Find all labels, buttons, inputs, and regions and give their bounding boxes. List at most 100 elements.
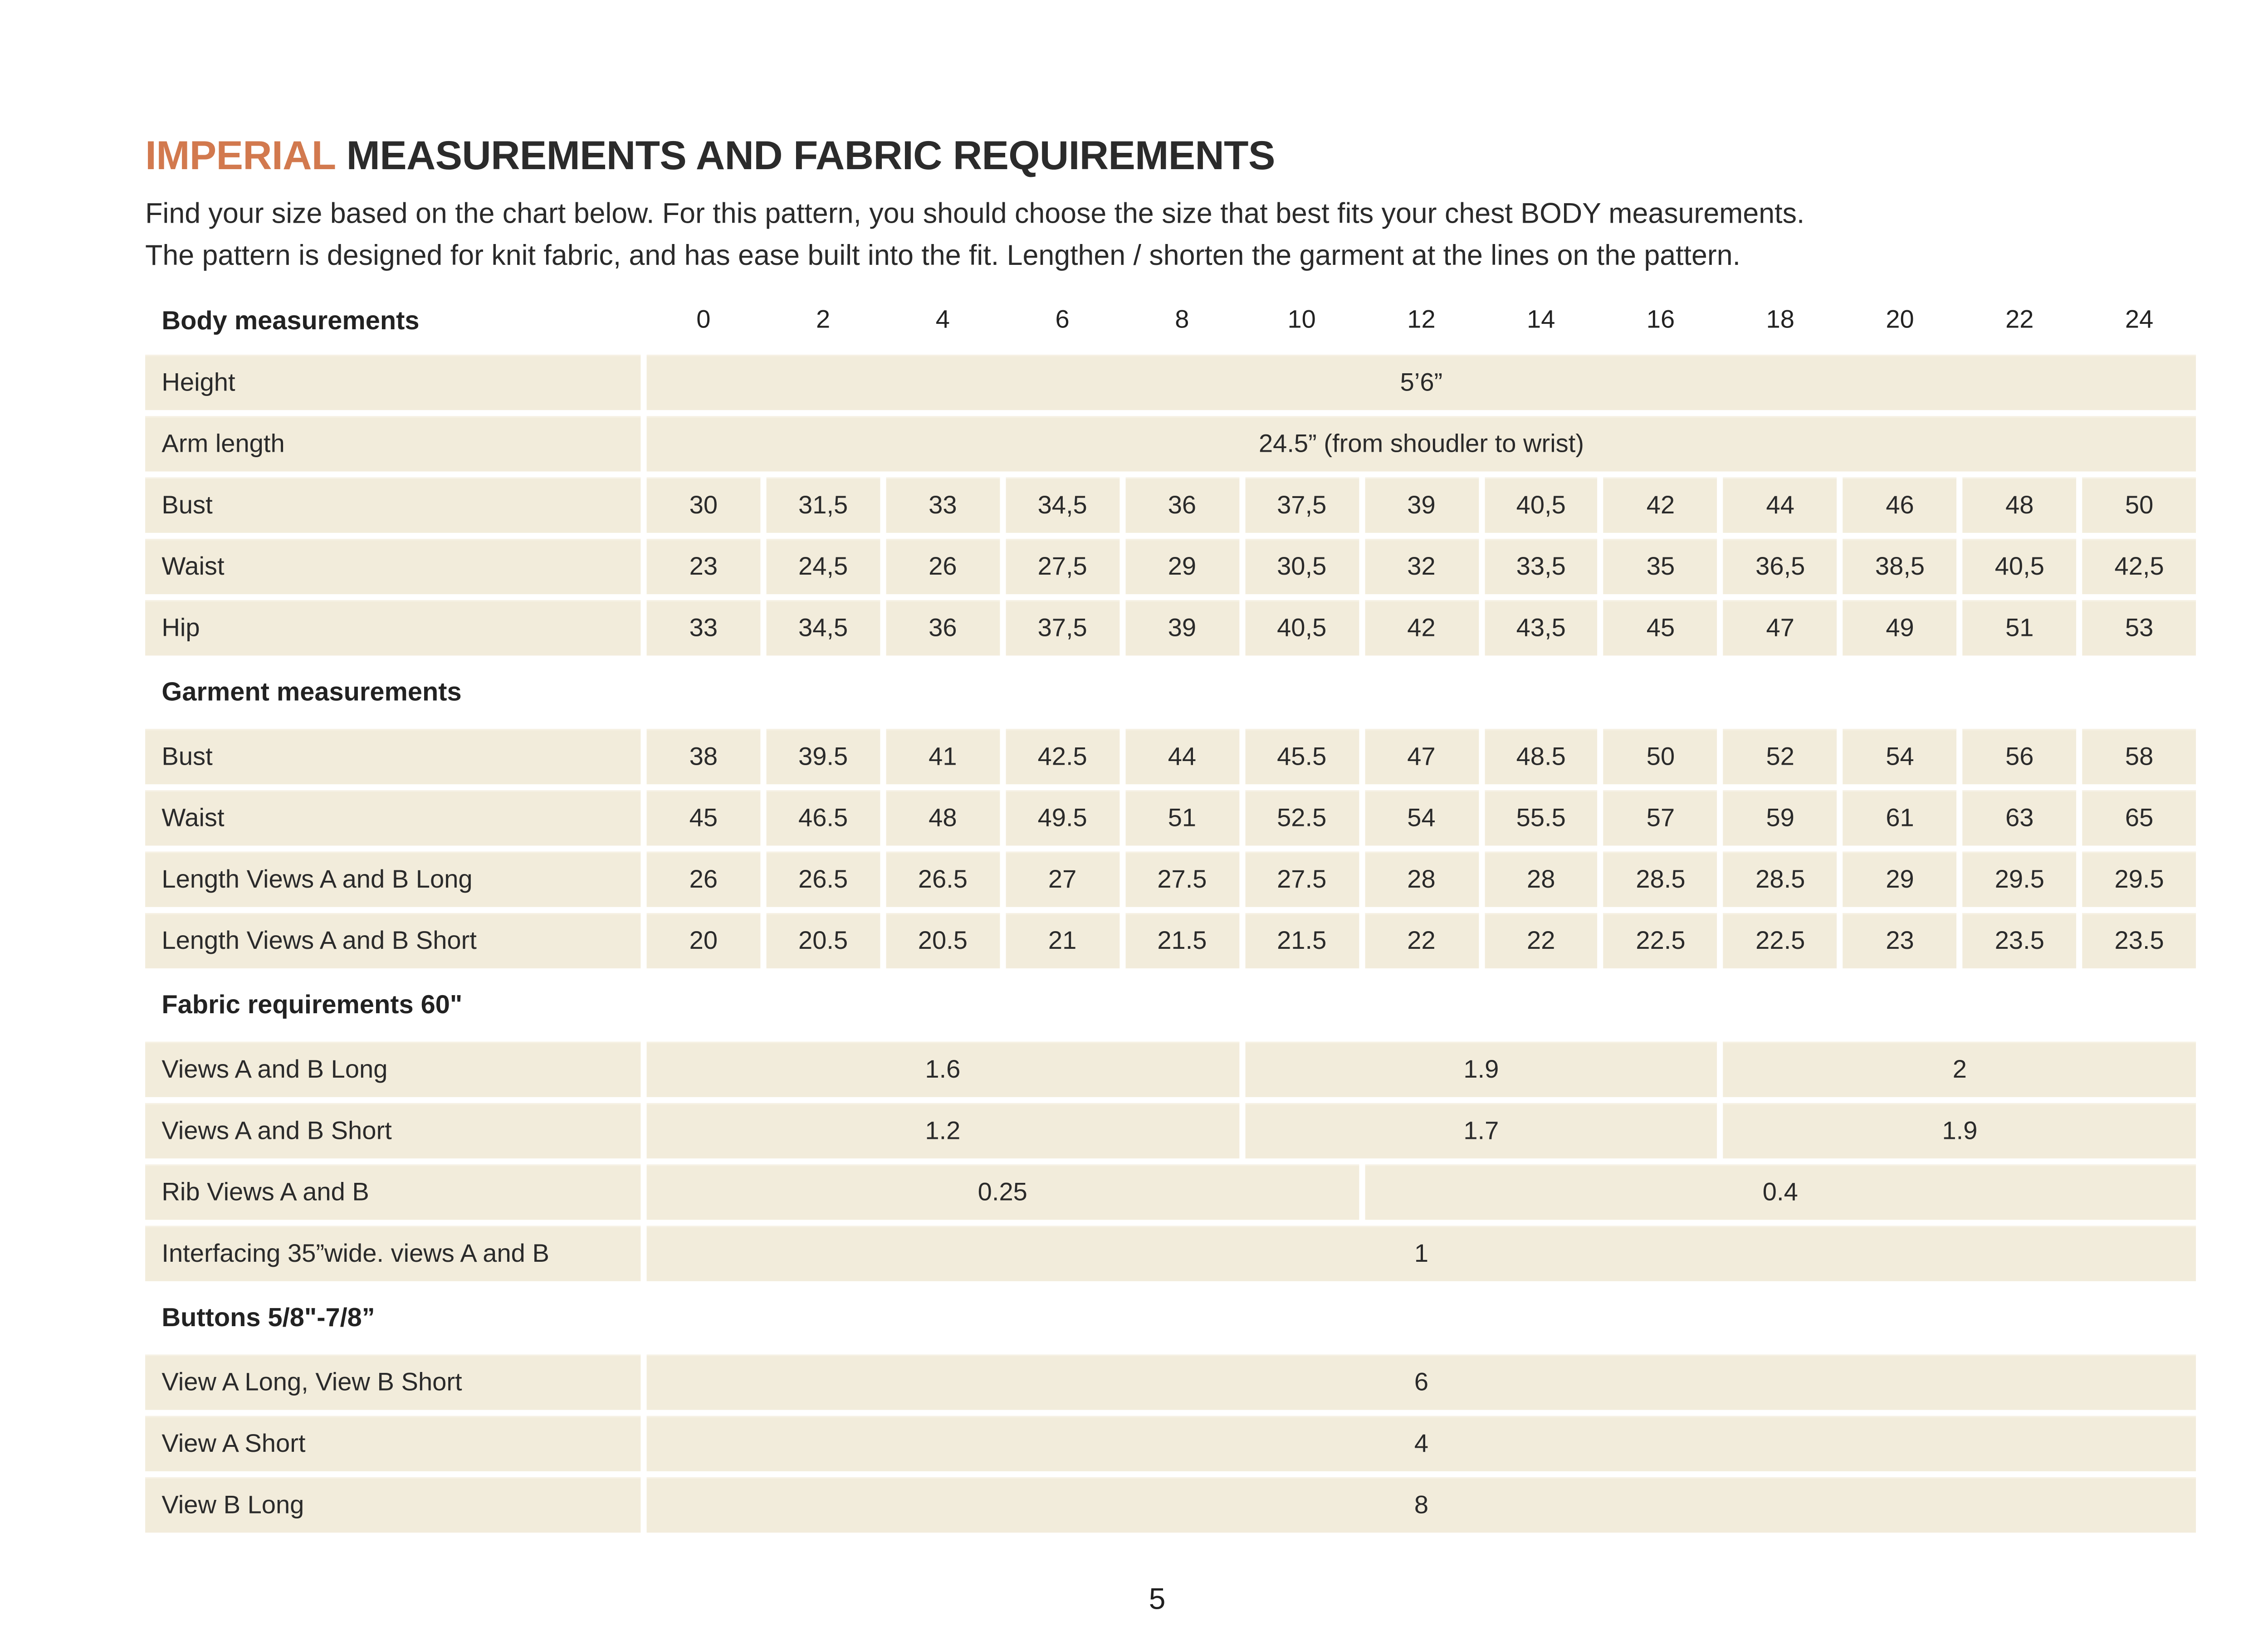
value-cell: 45.5 [1245,729,1359,785]
value-cell: 43,5 [1484,600,1598,656]
value-cell: 40,5 [1484,477,1598,533]
table-row: Bust 38 39.5 41 42.5 44 45.5 47 48.5 50 52 54 56 58 [145,729,2196,785]
value-cell: 20 [646,913,761,969]
section-heading: Fabric requirements 60" [161,989,463,1020]
row-label: View A Long, View B Short [145,1354,641,1410]
value-cell: 5’6” [646,355,2196,410]
value-cell: 35 [1603,539,1718,595]
value-cell: 55.5 [1484,790,1598,846]
value-cell: 42 [1364,600,1478,656]
intro-line-2: The pattern is designed for knit fabric,… [145,241,1741,273]
row-label: Bust [145,477,641,533]
value-cell: 29.5 [1963,851,2077,907]
value-cell: 51 [1125,790,1239,846]
value-cell: 65 [2082,790,2196,846]
value-cell: 57 [1603,790,1718,846]
value-cell: 46.5 [766,790,880,846]
value-cell: 32 [1364,539,1478,595]
value-cell: 36,5 [1723,539,1838,595]
page-number: 5 [1149,1583,1166,1616]
table-row: Waist 45 46.5 48 49.5 51 52.5 54 55.5 57 59 61 63 65 [145,790,2196,846]
value-cell: 38 [646,729,761,785]
value-cell: 39 [1364,477,1478,533]
value-cell: 40,5 [1963,539,2077,595]
size-column-header: 24 [2125,305,2154,334]
value-cell: 49.5 [1005,790,1119,846]
value-cell: 48.5 [1484,729,1598,785]
value-cell: 26.5 [766,851,880,907]
value-cell: 21.5 [1125,913,1239,969]
value-cell: 1.7 [1245,1103,1718,1159]
value-cell: 37,5 [1005,600,1119,656]
page-title: IMPERIAL MEASUREMENTS AND FABRIC REQUIREM… [145,132,2196,180]
value-cell: 49 [1843,600,1957,656]
table-row: Length Views A and B Long 26 26.5 26.5 27 27.… [145,851,2196,907]
value-cell: 27 [1005,851,1119,907]
row-label: Bust [145,729,641,785]
value-cell: 23 [646,539,761,595]
value-cell: 63 [1963,790,2077,846]
table-row: Rib Views A and B 0.25 0.4 [145,1164,2196,1220]
value-cell: 44 [1723,477,1838,533]
section-heading: Buttons 5/8"-7/8” [161,1302,375,1332]
value-cell: 47 [1723,600,1838,656]
title-highlight: IMPERIAL [145,133,336,178]
value-cell: 27.5 [1245,851,1359,907]
value-cell: 36 [1125,477,1239,533]
section-heading: Garment measurements [161,676,462,707]
value-cell: 39 [1125,600,1239,656]
value-cell: 42.5 [1005,729,1119,785]
value-cell: 1.9 [1245,1041,1718,1097]
value-cell: 31,5 [766,477,880,533]
row-label: Waist [145,790,641,846]
value-cell: 28 [1364,851,1478,907]
table-row: Views A and B Short 1.2 1.7 1.9 [145,1103,2196,1159]
value-cell: 30 [646,477,761,533]
value-cell: 38,5 [1843,539,1957,595]
value-cell: 52 [1723,729,1838,785]
table-row: View B Long 8 [145,1477,2196,1533]
value-cell: 28 [1484,851,1598,907]
value-cell: 34,5 [766,600,880,656]
row-label: Rib Views A and B [145,1164,641,1220]
value-cell: 47 [1364,729,1478,785]
value-cell: 54 [1843,729,1957,785]
value-cell: 0.25 [646,1164,1359,1220]
size-column-header: 12 [1407,305,1436,334]
size-column-header: 0 [696,305,711,334]
value-cell: 22 [1364,913,1478,969]
value-cell: 20.5 [766,913,880,969]
value-cell: 39.5 [766,729,880,785]
row-label: Height [145,355,641,410]
value-cell: 6 [646,1354,2196,1410]
value-cell: 27,5 [1005,539,1119,595]
value-cell: 27.5 [1125,851,1239,907]
value-cell: 4 [646,1416,2196,1471]
value-cell: 22.5 [1723,913,1838,969]
table-row: Views A and B Long 1.6 1.9 2 [145,1041,2196,1097]
value-cell: 45 [646,790,761,846]
size-column-header: 4 [935,305,950,334]
value-cell: 29 [1843,851,1957,907]
row-label: Length Views A and B Long [145,851,641,907]
value-cell: 23.5 [2082,913,2196,969]
value-cell: 33 [646,600,761,656]
size-column-header: 18 [1766,305,1794,334]
value-cell: 20.5 [886,913,1000,969]
value-cell: 59 [1723,790,1838,846]
value-cell: 26 [646,851,761,907]
intro-line-1: Find your size based on the chart below.… [145,199,1805,231]
row-label: Views A and B Long [145,1041,641,1097]
value-cell: 58 [2082,729,2196,785]
value-cell: 29.5 [2082,851,2196,907]
value-cell: 45 [1603,600,1718,656]
table-row: Bust 30 31,5 33 34,5 36 37,5 39 40,5 42 44 46 48 50 [145,477,2196,533]
value-cell: 22.5 [1603,913,1718,969]
row-label: Waist [145,539,641,595]
row-label: Arm length [145,416,641,472]
value-cell: 33,5 [1484,539,1598,595]
row-label: Views A and B Short [145,1103,641,1159]
value-cell: 24.5” (from shoudler to wrist) [646,416,2196,472]
